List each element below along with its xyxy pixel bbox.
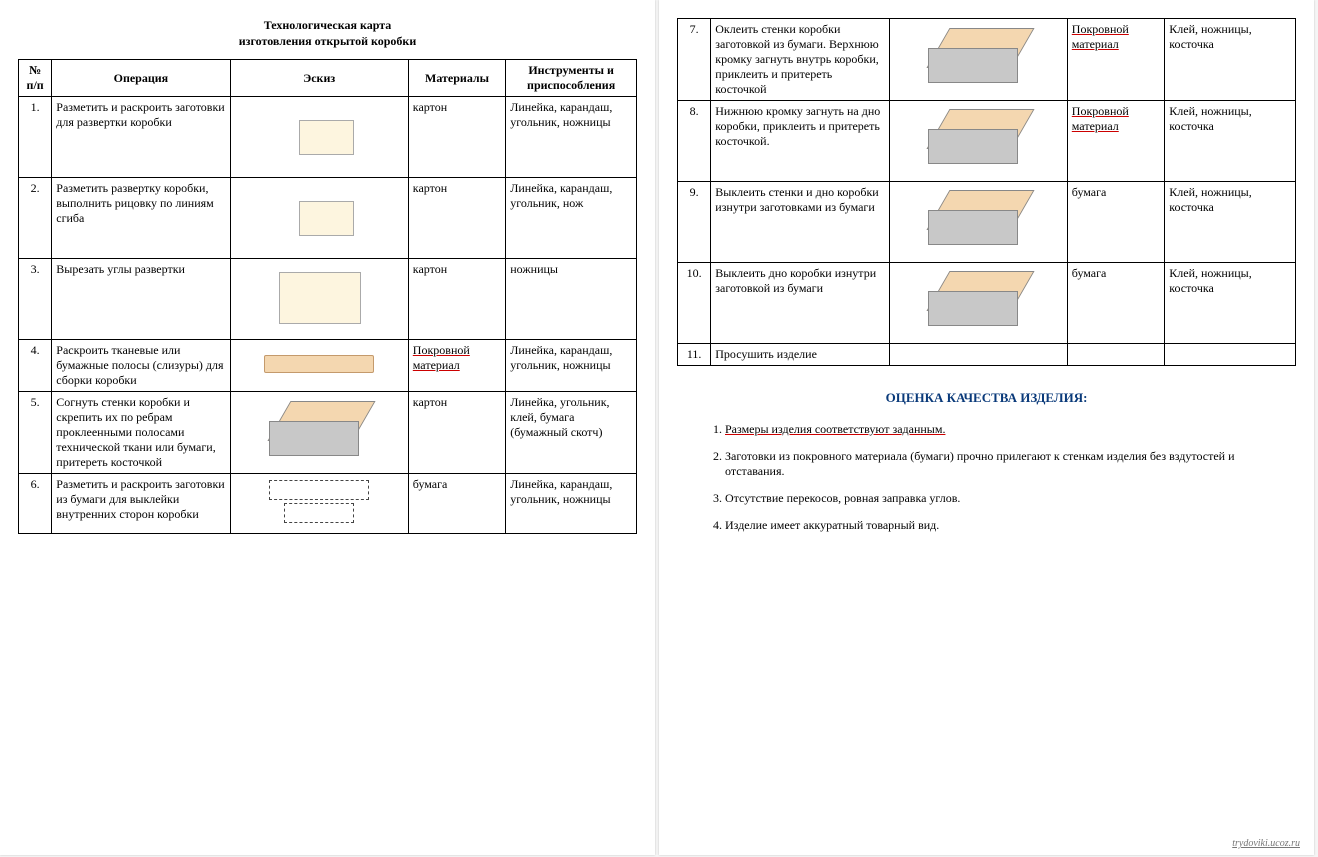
th-sketch: Эскиз xyxy=(230,60,408,97)
quality-item: Изделие имеет аккуратный товарный вид. xyxy=(725,518,1266,533)
table-row: 1.Разметить и раскроить заготовки для ра… xyxy=(19,97,637,178)
cell-tools: ножницы xyxy=(506,259,637,340)
cell-sketch xyxy=(889,19,1067,101)
process-table-1: № п/п Операция Эскиз Материалы Инструмен… xyxy=(18,59,637,534)
cell-sketch xyxy=(230,97,408,178)
cell-tools: Линейка, карандаш, угольник, ножницы xyxy=(506,97,637,178)
table-row: 2.Разметить развертку коробки, выполнить… xyxy=(19,178,637,259)
cell-tools xyxy=(1165,344,1296,366)
cell-materials xyxy=(1067,344,1164,366)
quality-item: Размеры изделия соответствуют заданным. xyxy=(725,422,1266,437)
cell-operation: Раскроить тканевые или бумажные полосы (… xyxy=(52,340,230,392)
doc-title: Технологическая карта изготовления откры… xyxy=(18,18,637,49)
table-row: 6.Разметить и раскроить заготовки из бум… xyxy=(19,474,637,534)
table-row: 10.Выклеить дно коробки изнутри заготовк… xyxy=(678,263,1296,344)
th-materials: Материалы xyxy=(408,60,505,97)
cell-sketch xyxy=(889,344,1067,366)
cell-materials: бумага xyxy=(1067,263,1164,344)
cell-tools: Клей, ножницы, косточка xyxy=(1165,182,1296,263)
cell-sketch xyxy=(230,178,408,259)
cell-operation: Разметить и раскроить заготовки из бумаг… xyxy=(52,474,230,534)
cell-materials: Покровной материал xyxy=(1067,101,1164,182)
quality-item: Отсутствие перекосов, ровная заправка уг… xyxy=(725,491,1266,506)
cell-sketch xyxy=(889,182,1067,263)
table-row: 5.Согнуть стенки коробки и скрепить их п… xyxy=(19,392,637,474)
title-line-1: Технологическая карта xyxy=(18,18,637,34)
quality-list: Размеры изделия соответствуют заданным. З… xyxy=(707,422,1266,533)
cell-tools: Линейка, карандаш, угольник, ножницы xyxy=(506,340,637,392)
page-right: 7.Оклеить стенки коробки заготовкой из б… xyxy=(659,0,1314,855)
cell-materials: бумага xyxy=(408,474,505,534)
cell-materials: картон xyxy=(408,392,505,474)
page-left: Технологическая карта изготовления откры… xyxy=(0,0,655,855)
cell-num: 2. xyxy=(19,178,52,259)
table-row: 11.Просушить изделие xyxy=(678,344,1296,366)
cell-materials: картон xyxy=(408,178,505,259)
cell-num: 5. xyxy=(19,392,52,474)
quality-heading: ОЦЕНКА КАЧЕСТВА ИЗДЕЛИЯ: xyxy=(677,390,1296,406)
cell-num: 9. xyxy=(678,182,711,263)
cell-num: 11. xyxy=(678,344,711,366)
cell-tools: Линейка, угольник, клей, бумага (бумажны… xyxy=(506,392,637,474)
cell-tools: Клей, ножницы, косточка xyxy=(1165,19,1296,101)
table-row: 4.Раскроить тканевые или бумажные полосы… xyxy=(19,340,637,392)
cell-operation: Нижнюю кромку загнуть на дно коробки, пр… xyxy=(711,101,889,182)
cell-sketch xyxy=(889,263,1067,344)
cell-sketch xyxy=(230,474,408,534)
cell-num: 8. xyxy=(678,101,711,182)
table-row: 3.Вырезать углы развертки картонножницы xyxy=(19,259,637,340)
cell-sketch xyxy=(230,259,408,340)
cell-tools: Линейка, карандаш, угольник, ножницы xyxy=(506,474,637,534)
cell-materials: бумага xyxy=(1067,182,1164,263)
cell-materials: Покровной материал xyxy=(1067,19,1164,101)
th-tools: Инструменты и приспособления xyxy=(506,60,637,97)
cell-materials: картон xyxy=(408,97,505,178)
process-table-2: 7.Оклеить стенки коробки заготовкой из б… xyxy=(677,18,1296,366)
cell-tools: Клей, ножницы, косточка xyxy=(1165,263,1296,344)
th-operation: Операция xyxy=(52,60,230,97)
cell-operation: Разметить и раскроить заготовки для разв… xyxy=(52,97,230,178)
quality-item: Заготовки из покровного материала (бумаг… xyxy=(725,449,1266,479)
cell-num: 1. xyxy=(19,97,52,178)
cell-num: 4. xyxy=(19,340,52,392)
title-line-2: изготовления открытой коробки xyxy=(18,34,637,50)
cell-operation: Просушить изделие xyxy=(711,344,889,366)
cell-operation: Вырезать углы развертки xyxy=(52,259,230,340)
cell-num: 3. xyxy=(19,259,52,340)
cell-operation: Выклеить дно коробки изнутри заготовкой … xyxy=(711,263,889,344)
cell-operation: Разметить развертку коробки, выполнить р… xyxy=(52,178,230,259)
cell-operation: Оклеить стенки коробки заготовкой из бум… xyxy=(711,19,889,101)
cell-num: 6. xyxy=(19,474,52,534)
table-row: 8.Нижнюю кромку загнуть на дно коробки, … xyxy=(678,101,1296,182)
th-num: № п/п xyxy=(19,60,52,97)
cell-operation: Согнуть стенки коробки и скрепить их по … xyxy=(52,392,230,474)
cell-num: 10. xyxy=(678,263,711,344)
cell-materials: картон xyxy=(408,259,505,340)
cell-tools: Линейка, карандаш, угольник, нож xyxy=(506,178,637,259)
cell-sketch xyxy=(889,101,1067,182)
table-row: 7.Оклеить стенки коробки заготовкой из б… xyxy=(678,19,1296,101)
cell-materials: Покровной материал xyxy=(408,340,505,392)
cell-operation: Выклеить стенки и дно коробки изнутри за… xyxy=(711,182,889,263)
watermark: trydoviki.ucoz.ru xyxy=(1232,838,1300,849)
table-row: 9.Выклеить стенки и дно коробки изнутри … xyxy=(678,182,1296,263)
cell-sketch xyxy=(230,340,408,392)
cell-tools: Клей, ножницы, косточка xyxy=(1165,101,1296,182)
cell-num: 7. xyxy=(678,19,711,101)
cell-sketch xyxy=(230,392,408,474)
